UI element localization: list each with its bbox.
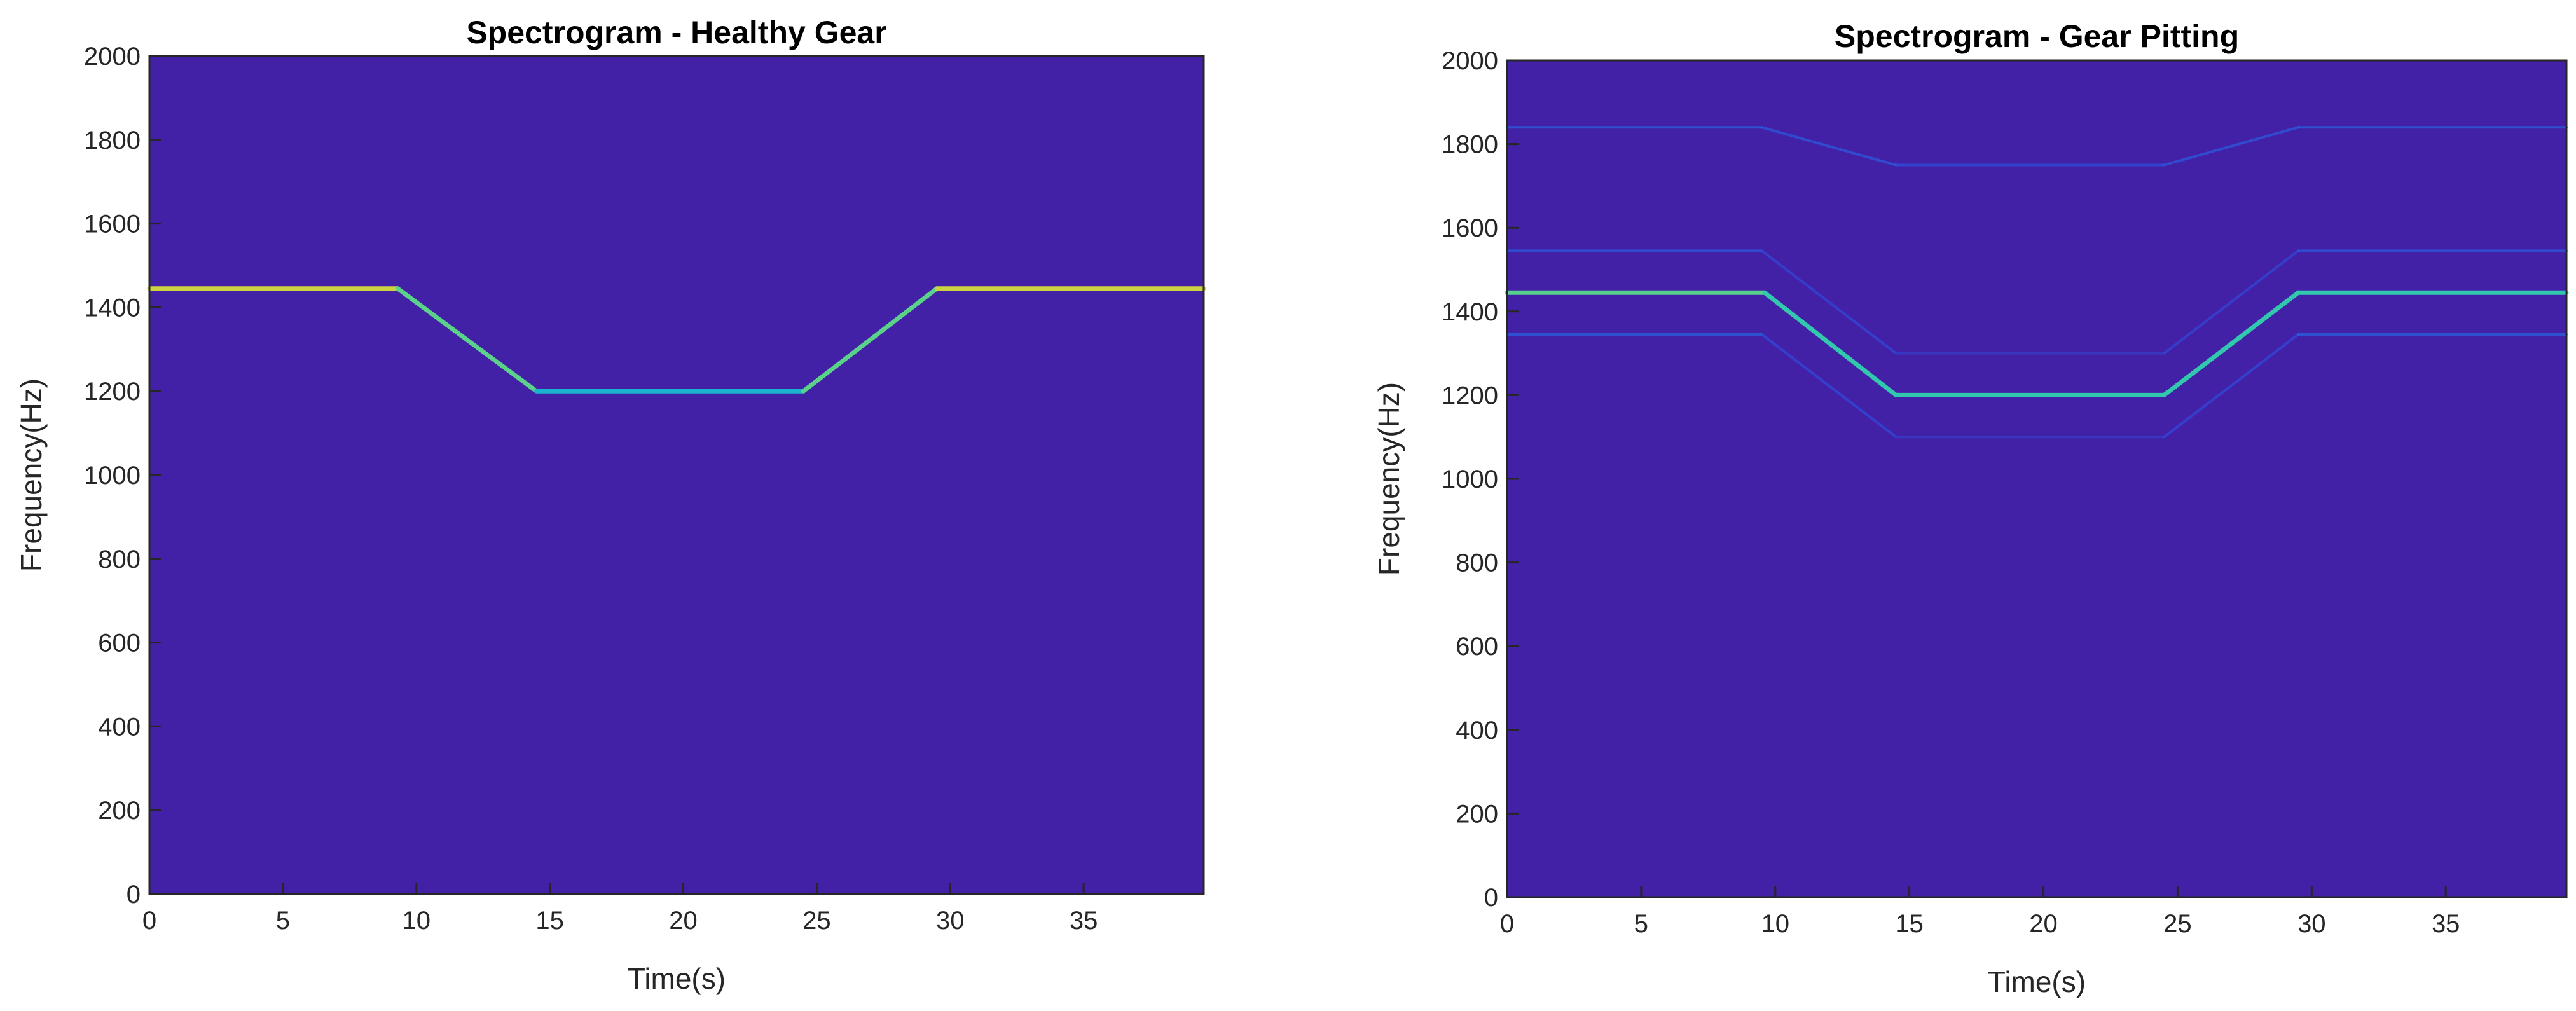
y-tick-label: 1000 xyxy=(1442,465,1498,493)
y-tick-label: 2000 xyxy=(1442,47,1498,75)
spectral-line-segment xyxy=(2163,249,2300,355)
x-axis-label: Time(s) xyxy=(1988,965,2086,998)
x-ticks: 0 5 10 15 20 25 30 35 xyxy=(142,883,1098,935)
y-tick-label: 0 xyxy=(127,881,141,909)
x-tick-label: 35 xyxy=(1070,907,1098,935)
x-tick-label: 35 xyxy=(2432,910,2460,938)
y-tick-label: 600 xyxy=(1456,633,1498,661)
x-tick-label: 30 xyxy=(2297,910,2326,938)
plot-area xyxy=(1507,60,2566,897)
x-tick-label: 15 xyxy=(535,907,564,935)
spectral-lines xyxy=(1505,126,2569,439)
x-tick-label: 25 xyxy=(2163,910,2192,938)
x-tick-label: 15 xyxy=(1895,910,1924,938)
spectral-line-segment xyxy=(1760,126,1898,167)
y-tick-label: 1000 xyxy=(84,462,141,490)
spectral-lines xyxy=(147,286,1206,394)
y-axis-label: Frequency(Hz) xyxy=(15,378,48,572)
y-tick-label: 1800 xyxy=(1442,131,1498,159)
x-tick-label: 5 xyxy=(276,907,290,935)
x-ticks: 0 5 10 15 20 25 30 35 xyxy=(1500,886,2460,938)
x-tick-label: 0 xyxy=(1500,910,1514,938)
y-tick-label: 800 xyxy=(1456,549,1498,577)
x-tick-label: 30 xyxy=(936,907,965,935)
y-ticks: 0 200 400 600 800 1000 1200 1400 1600 1800 2000 xyxy=(84,43,161,909)
spectral-line-segment xyxy=(1762,290,1899,397)
spectral-line-segment xyxy=(1760,249,1898,355)
spectral-line-segment xyxy=(801,286,939,394)
chart-title: Spectrogram - Gear Pitting xyxy=(1835,18,2239,54)
x-tick-label: 0 xyxy=(142,907,156,935)
y-tick-label: 0 xyxy=(1484,884,1498,912)
x-tick-label: 10 xyxy=(402,907,430,935)
y-tick-label: 1200 xyxy=(84,378,141,406)
y-tick-label: 400 xyxy=(1456,717,1498,745)
spectral-line-segment xyxy=(2163,333,2300,439)
y-tick-label: 2000 xyxy=(84,43,141,71)
chart-healthy-gear: Spectrogram - Healthy Gear 0200400600800… xyxy=(15,15,1206,995)
y-tick-label: 800 xyxy=(98,546,141,574)
y-tick-label: 1400 xyxy=(1442,298,1498,326)
y-tick-label: 1600 xyxy=(84,210,141,238)
x-tick-label: 25 xyxy=(802,907,831,935)
y-axis-label: Frequency(Hz) xyxy=(1372,382,1405,575)
x-tick-label: 5 xyxy=(1634,910,1648,938)
y-tick-label: 400 xyxy=(98,713,141,741)
y-tick-label: 1400 xyxy=(84,294,141,322)
x-tick-label: 20 xyxy=(2029,910,2058,938)
plot-area xyxy=(149,56,1204,894)
y-ticks: 0 200 400 600 800 1000 1200 1400 1600 1800 2000 xyxy=(1442,47,1519,912)
x-axis-label: Time(s) xyxy=(628,962,726,995)
y-tick-label: 600 xyxy=(98,629,141,657)
x-tick-label: 10 xyxy=(1761,910,1790,938)
chart-title: Spectrogram - Healthy Gear xyxy=(466,15,886,50)
spectral-line-segment xyxy=(2161,290,2301,397)
spectral-line-segment xyxy=(1760,333,1898,439)
spectral-line-segment xyxy=(2163,126,2300,167)
y-tick-label: 200 xyxy=(1456,800,1498,828)
y-tick-label: 200 xyxy=(98,797,141,825)
y-tick-label: 1200 xyxy=(1442,382,1498,409)
x-tick-label: 20 xyxy=(669,907,698,935)
y-tick-label: 1600 xyxy=(1442,214,1498,242)
y-tick-label: 1800 xyxy=(84,127,141,155)
spectral-line-segment xyxy=(395,286,539,394)
chart-gear-pitting: Spectrogram - Gear Pitting 0200400600800… xyxy=(1372,18,2569,998)
